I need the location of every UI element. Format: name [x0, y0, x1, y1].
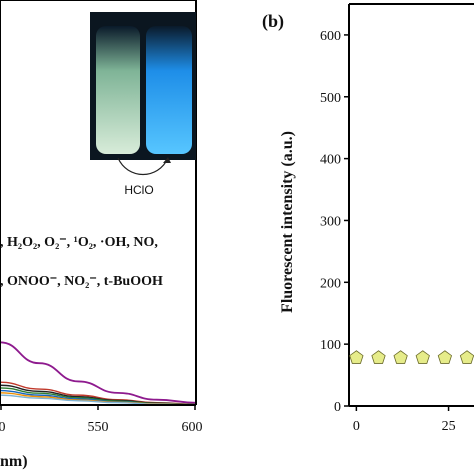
panel-a: 0 550 600 nm) , H₂O₂, O₂⁻, ¹O₂, ·OH, NO,… — [0, 0, 203, 470]
panel-b-y-tick-label: 600 — [320, 29, 341, 44]
panel-b-label: (b) — [262, 11, 284, 32]
inset-reagent-label: HClO — [124, 183, 153, 197]
emission-curve — [0, 341, 197, 404]
species-list-line-1: , H₂O₂, O₂⁻, ¹O₂, ·OH, NO, — [0, 235, 158, 250]
panel-b-y-tick-label: 300 — [320, 214, 341, 229]
panel-b-y-tick-label: 100 — [320, 338, 341, 353]
data-point-pentagon — [371, 350, 386, 364]
panel-a-x-ticks: 0 550 600 — [0, 405, 203, 435]
panel-b-y-tick-label: 0 — [334, 400, 341, 415]
panel-a-x-axis-title: nm) — [0, 453, 28, 470]
data-point-pentagon — [349, 350, 364, 364]
panel-a-x-tick-label: 0 — [0, 420, 6, 435]
panel-b-x-tick-label: 0 — [353, 419, 360, 434]
panel-a-x-tick-label: 600 — [182, 420, 203, 435]
panel-b-y-tick-label: 400 — [320, 153, 341, 168]
vial-right — [146, 26, 192, 154]
panel-b-y-tick-label: 200 — [320, 276, 341, 291]
species-list-line-2: , ONOO⁻, NO₂⁻, t-BuOOH — [0, 274, 163, 289]
reaction-arrow — [117, 157, 169, 175]
data-point-pentagon — [459, 350, 474, 364]
panel-b: (b) Fluorescent intensity (a.u.) 0 100 200… — [262, 3, 474, 434]
data-point-pentagon — [415, 350, 430, 364]
panel-b-y-ticks: 0 100 200 300 400 500 600 — [320, 29, 349, 415]
panel-b-points — [349, 350, 474, 364]
panel-a-series — [0, 341, 197, 406]
panel-a-x-tick-label: 550 — [88, 420, 109, 435]
panel-b-x-tick-label: 25 — [442, 419, 456, 434]
data-point-pentagon — [393, 350, 408, 364]
data-point-pentagon — [437, 350, 453, 364]
vial-left — [96, 26, 140, 154]
reaction-arrow-head-icon — [163, 157, 171, 163]
inset-photo: HClO — [90, 12, 196, 197]
panel-b-y-axis-title: Fluorescent intensity (a.u.) — [279, 131, 296, 313]
panel-b-y-tick-label: 500 — [320, 91, 341, 106]
panel-b-x-ticks: 0 25 — [353, 406, 456, 434]
